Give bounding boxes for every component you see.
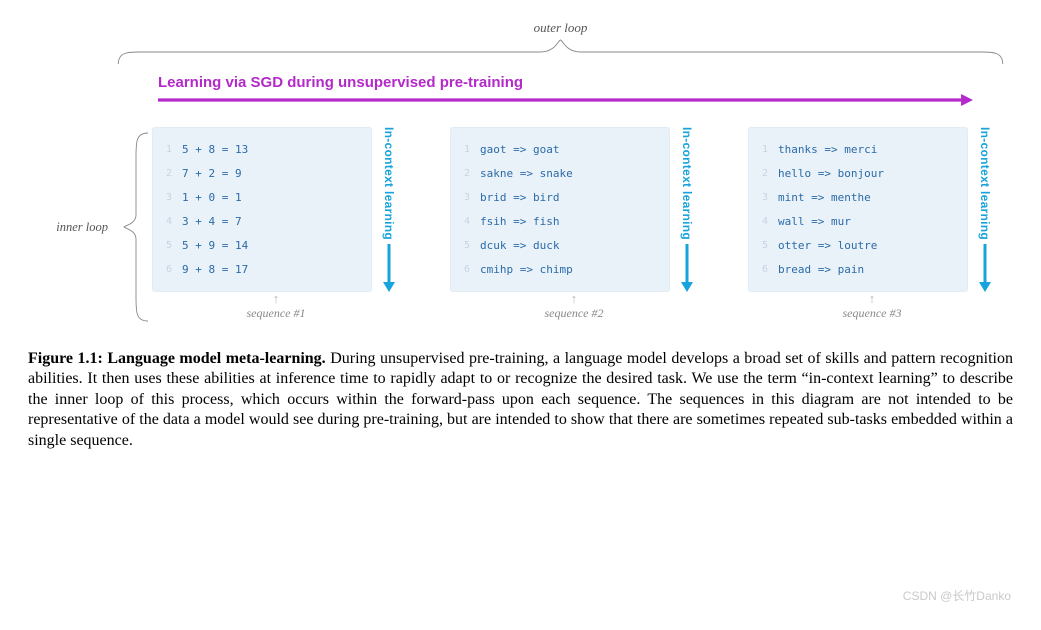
sequence-card: 1gaot => goat 2sakne => snake 3brid => bir…	[450, 127, 670, 292]
in-context-label: In-context learning	[978, 127, 992, 240]
sequence-label: sequence #1	[152, 306, 400, 321]
sequence-tick: ↑	[152, 295, 400, 303]
caption-bold: Figure 1.1: Language model meta-learning…	[28, 350, 326, 367]
sgd-arrow: Learning via SGD during unsupervised pre…	[158, 74, 973, 105]
code-row: 5dcuk => duck	[456, 236, 664, 255]
panel: 15 + 8 = 13 27 + 2 = 9 31 + 0 = 1 43 + 4 = …	[152, 127, 400, 327]
outer-brace	[108, 38, 1013, 66]
code-row: 27 + 2 = 9	[158, 164, 366, 183]
inner-loop-label: inner loop	[56, 220, 108, 235]
code-row: 15 + 8 = 13	[158, 140, 366, 159]
code-row: 31 + 0 = 1	[158, 188, 366, 207]
sequence-tick: ↑	[450, 295, 698, 303]
code-row: 5otter => loutre	[754, 236, 962, 255]
code-row: 2hello => bonjour	[754, 164, 962, 183]
in-context-label: In-context learning	[382, 127, 396, 240]
outer-loop-label: outer loop	[108, 20, 1013, 36]
in-context-arrow: In-context learning	[974, 127, 996, 292]
in-context-arrow: In-context learning	[378, 127, 400, 292]
sequence-label: sequence #2	[450, 306, 698, 321]
sequence-label: sequence #3	[748, 306, 996, 321]
inner-brace	[116, 127, 152, 327]
code-row: 3brid => bird	[456, 188, 664, 207]
code-row: 4fsih => fish	[456, 212, 664, 231]
sequence-card: 15 + 8 = 13 27 + 2 = 9 31 + 0 = 1 43 + 4 = …	[152, 127, 372, 292]
code-row: 1gaot => goat	[456, 140, 664, 159]
panels: 15 + 8 = 13 27 + 2 = 9 31 + 0 = 1 43 + 4 = …	[152, 127, 1013, 327]
code-row: 69 + 8 = 17	[158, 260, 366, 279]
code-row: 55 + 9 = 14	[158, 236, 366, 255]
in-context-label: In-context learning	[680, 127, 694, 240]
sequence-card: 1thanks => merci 2hello => bonjour 3mint =…	[748, 127, 968, 292]
code-row: 6bread => pain	[754, 260, 962, 279]
code-row: 4wall => mur	[754, 212, 962, 231]
code-row: 6cmihp => chimp	[456, 260, 664, 279]
sequence-tick: ↑	[748, 295, 996, 303]
figure-caption: Figure 1.1: Language model meta-learning…	[28, 349, 1013, 451]
panel: 1thanks => merci 2hello => bonjour 3mint =…	[748, 127, 996, 327]
code-row: 1thanks => merci	[754, 140, 962, 159]
panel: 1gaot => goat 2sakne => snake 3brid => bir…	[450, 127, 698, 327]
code-row: 3mint => menthe	[754, 188, 962, 207]
code-row: 43 + 4 = 7	[158, 212, 366, 231]
code-row: 2sakne => snake	[456, 164, 664, 183]
in-context-arrow: In-context learning	[676, 127, 698, 292]
sgd-arrow-title: Learning via SGD during unsupervised pre…	[158, 74, 973, 91]
watermark: CSDN @长竹Danko	[903, 587, 1011, 604]
